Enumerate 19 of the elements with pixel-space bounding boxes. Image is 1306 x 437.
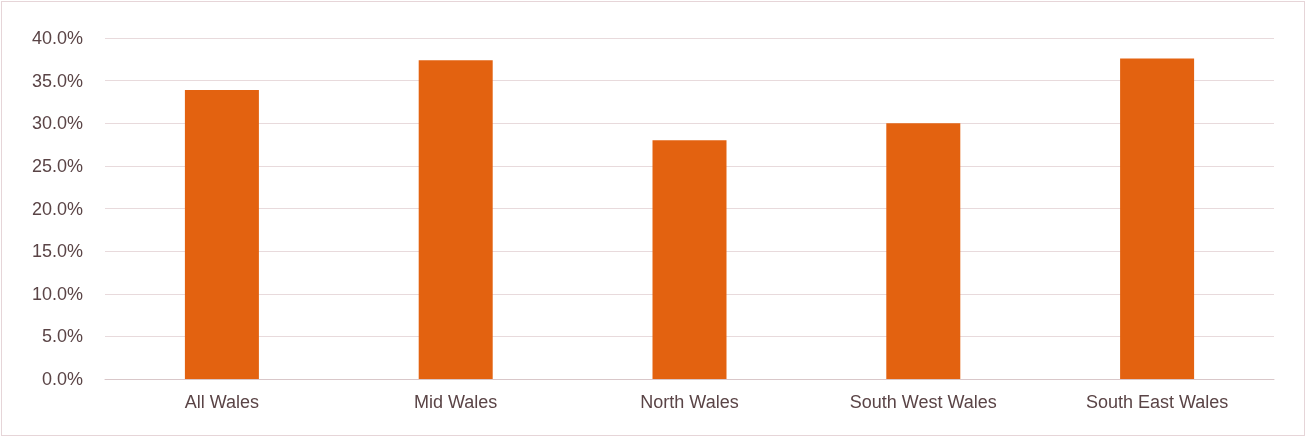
- y-tick-label: 5.0%: [41, 326, 83, 347]
- y-tick-label: 35.0%: [31, 70, 83, 91]
- y-tick-label: 30.0%: [31, 113, 83, 134]
- x-tick-label: Mid Wales: [414, 392, 498, 412]
- x-tick-label: South West Wales: [849, 392, 997, 412]
- y-tick-label: 40.0%: [31, 28, 83, 48]
- bar: [184, 90, 259, 379]
- x-tick-label: North Wales: [640, 392, 739, 412]
- x-tick-label: South East Wales: [1085, 392, 1229, 412]
- y-tick-label: 10.0%: [31, 283, 83, 304]
- y-tick-label: 25.0%: [31, 155, 83, 176]
- bar: [1120, 58, 1195, 379]
- bar: [652, 140, 727, 379]
- x-tick-label: All Wales: [184, 392, 260, 412]
- bar: [418, 60, 493, 379]
- y-tick-label: 0.0%: [41, 369, 83, 389]
- y-tick-label: 20.0%: [31, 198, 83, 219]
- y-tick-label: 15.0%: [31, 241, 83, 262]
- bar: [886, 123, 961, 379]
